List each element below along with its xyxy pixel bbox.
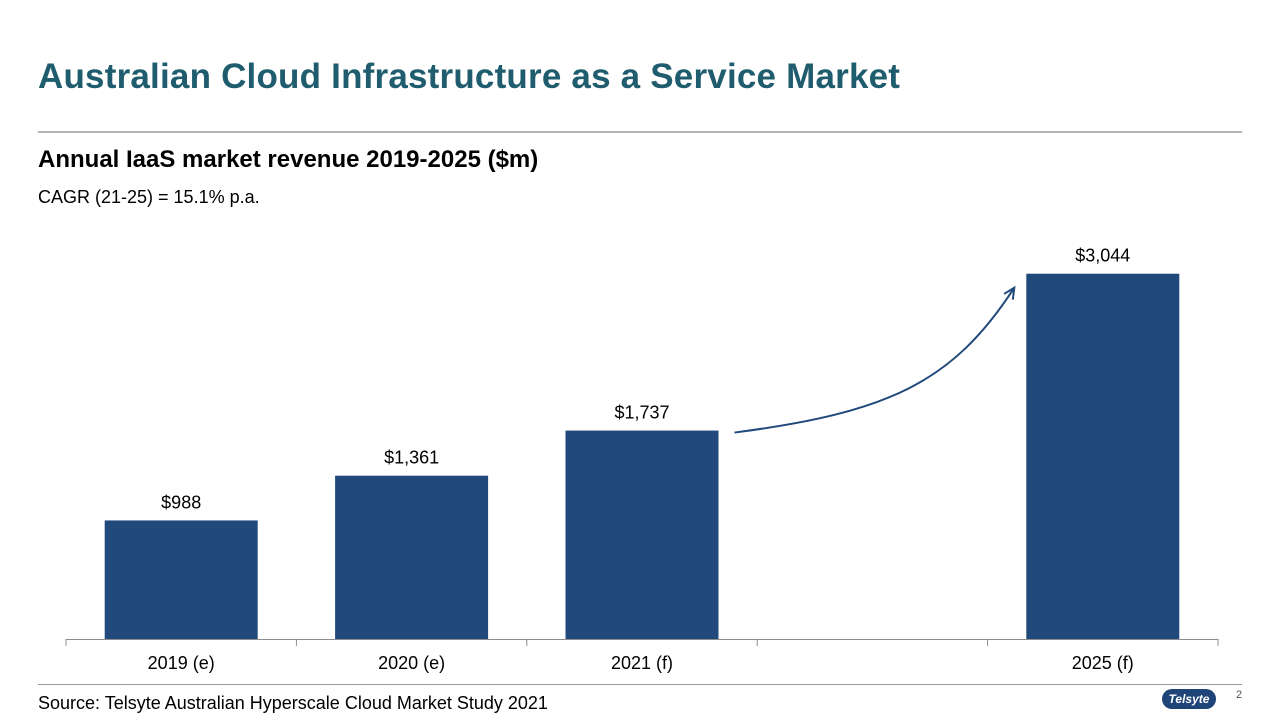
bar: [1026, 273, 1180, 639]
source-note: Source: Telsyte Australian Hyperscale Cl…: [38, 693, 548, 713]
x-tick-label: 2021 (f): [611, 653, 673, 673]
footer-divider: [38, 684, 1242, 685]
growth-arrow-head: [1003, 285, 1016, 300]
page-title: Australian Cloud Infrastructure as a Ser…: [38, 57, 901, 96]
x-tick-label: 2025 (f): [1072, 653, 1134, 673]
cagr-note: CAGR (21-25) = 15.1% p.a.: [38, 187, 260, 207]
data-label: $3,044: [1075, 246, 1130, 266]
growth-arrow: [734, 287, 1016, 434]
x-tick-label: 2020 (e): [378, 653, 445, 673]
chart-subtitle: Annual IaaS market revenue 2019-2025 ($m…: [38, 146, 539, 173]
bar: [104, 520, 258, 639]
data-label: $1,737: [614, 403, 669, 423]
page-number: 2: [1236, 689, 1243, 701]
bar: [565, 430, 719, 639]
telsyte-logo: Telsyte: [1162, 689, 1216, 709]
title-divider: [38, 131, 1242, 133]
data-label: $1,361: [384, 448, 439, 468]
bar: [335, 475, 489, 639]
data-label: $988: [161, 492, 201, 512]
x-tick-label: 2019 (e): [148, 653, 215, 673]
